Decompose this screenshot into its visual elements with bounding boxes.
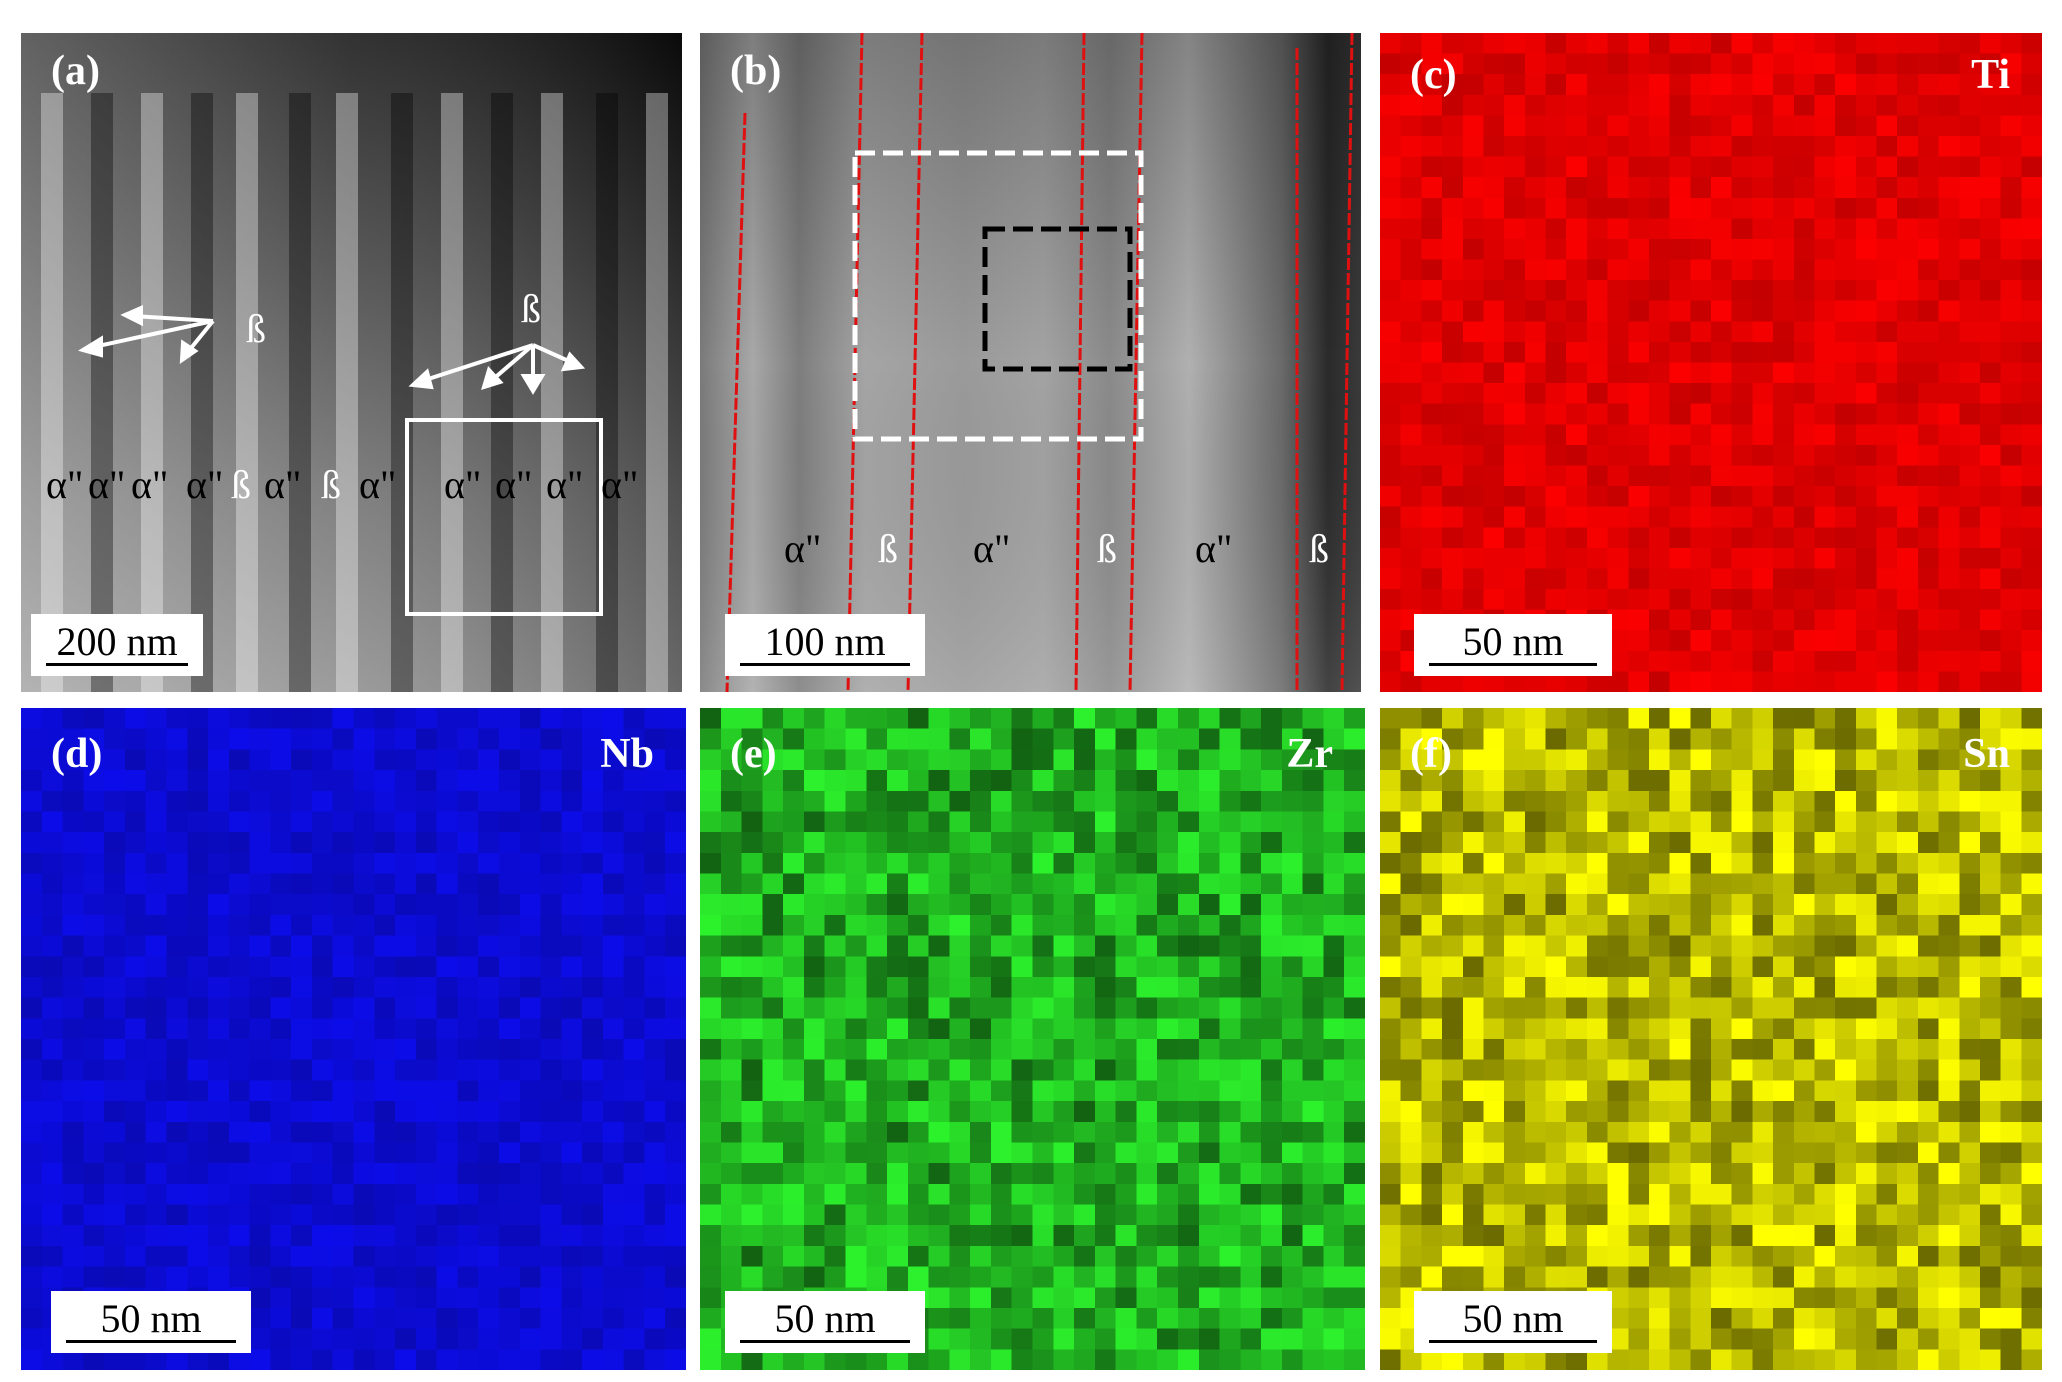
panel-label-b: (b) bbox=[730, 48, 782, 94]
lamella-stripe bbox=[491, 93, 513, 692]
element-label-nb: Nb bbox=[600, 731, 654, 777]
white-dashed-region bbox=[852, 150, 1144, 442]
scale-bar-label: 50 nm bbox=[1462, 1296, 1564, 1341]
black-dashed-region bbox=[982, 226, 1133, 372]
scale-bar-e: 50 nm bbox=[725, 1291, 925, 1353]
element-label-sn: Sn bbox=[1963, 731, 2010, 777]
panel-e-zr-map: (e) Zr 50 nm bbox=[700, 708, 1365, 1370]
phase-label: ß bbox=[321, 462, 341, 507]
phase-label: ß bbox=[231, 462, 251, 507]
element-label-zr: Zr bbox=[1286, 731, 1333, 777]
panel-label-a: (a) bbox=[51, 48, 100, 94]
scale-bar-label: 50 nm bbox=[1462, 619, 1564, 664]
lamella-stripe bbox=[236, 93, 258, 692]
lamella-stripe bbox=[441, 93, 463, 692]
eds-map-sn bbox=[1380, 708, 2042, 1370]
eds-map-ti bbox=[1380, 33, 2042, 692]
lamella-stripe bbox=[289, 93, 311, 692]
panel-label-e: (e) bbox=[730, 731, 777, 777]
panel-f-sn-map: (f) Sn 50 nm bbox=[1380, 708, 2042, 1370]
phase-label: α" bbox=[131, 462, 169, 507]
lamella-stripe bbox=[391, 93, 413, 692]
lamella-stripe bbox=[541, 93, 563, 692]
lamella-stripe bbox=[141, 93, 163, 692]
scale-bar-f: 50 nm bbox=[1414, 1291, 1612, 1353]
panel-label-f: (f) bbox=[1410, 731, 1452, 777]
lamella-stripe bbox=[191, 93, 213, 692]
panel-a-tem-image: (a) ß ß α" α" α" α" ß α" ß α" α" α" α" α… bbox=[21, 33, 682, 692]
tem-image-b bbox=[700, 33, 1361, 692]
scale-bar-label: 50 nm bbox=[774, 1296, 876, 1341]
beta-marker: ß bbox=[246, 306, 266, 351]
scale-bar-c: 50 nm bbox=[1414, 614, 1612, 676]
phase-label: α" bbox=[359, 462, 397, 507]
scale-bar-label: 200 nm bbox=[56, 619, 178, 664]
scale-bar-label: 100 nm bbox=[764, 619, 886, 664]
phase-label: α" bbox=[495, 462, 533, 507]
lamella-stripe bbox=[336, 93, 358, 692]
phase-label: α" bbox=[784, 526, 822, 571]
eds-map-nb bbox=[21, 708, 686, 1370]
panel-c-ti-map: (c) Ti 50 nm bbox=[1380, 33, 2042, 692]
phase-label: α" bbox=[973, 526, 1011, 571]
beta-marker: ß bbox=[521, 286, 541, 331]
panel-d-nb-map: (d) Nb 50 nm bbox=[21, 708, 686, 1370]
phase-label: ß bbox=[1097, 526, 1117, 571]
phase-label: α" bbox=[186, 462, 224, 507]
panel-label-c: (c) bbox=[1410, 52, 1457, 98]
tem-image-a bbox=[21, 33, 682, 692]
phase-label: α" bbox=[1195, 526, 1233, 571]
scale-bar-label: 50 nm bbox=[100, 1296, 202, 1341]
lamella-stripe bbox=[41, 93, 63, 692]
eds-map-zr bbox=[700, 708, 1365, 1370]
phase-label: α" bbox=[601, 462, 639, 507]
panel-label-d: (d) bbox=[51, 731, 103, 777]
scale-bar-d: 50 nm bbox=[51, 1291, 251, 1353]
element-label-ti: Ti bbox=[1971, 52, 2010, 98]
lamella-stripe bbox=[646, 93, 668, 692]
scale-bar-b: 100 nm bbox=[725, 614, 925, 676]
phase-label: ß bbox=[1309, 526, 1329, 571]
phase-label: α" bbox=[88, 462, 126, 507]
phase-label: α" bbox=[264, 462, 302, 507]
selected-area-box bbox=[405, 418, 603, 616]
lamella-stripe bbox=[91, 93, 113, 692]
scale-bar-a: 200 nm bbox=[31, 614, 203, 676]
phase-label: α" bbox=[546, 462, 584, 507]
panel-b-tem-image: (b) α" ß α" ß α" ß 100 nm bbox=[700, 33, 1361, 692]
phase-label: α" bbox=[444, 462, 482, 507]
phase-boundary-lines bbox=[725, 33, 1354, 692]
phase-label: α" bbox=[46, 462, 84, 507]
beta-arrows bbox=[78, 304, 586, 395]
phase-label: ß bbox=[878, 526, 898, 571]
